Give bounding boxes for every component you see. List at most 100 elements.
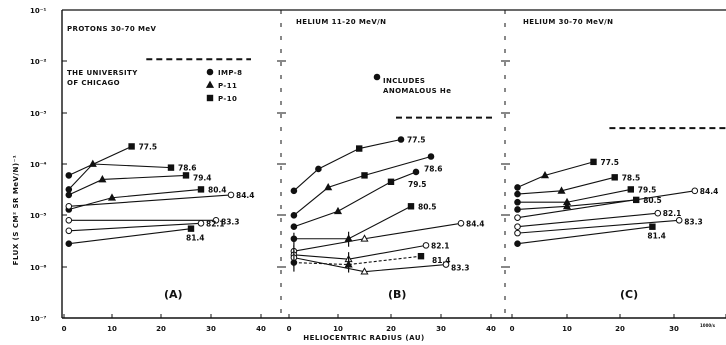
circle-marker bbox=[373, 73, 381, 81]
y-tick-label: 10⁻⁵ bbox=[30, 212, 47, 220]
square-marker bbox=[627, 186, 634, 193]
triangle-marker bbox=[98, 175, 107, 183]
series-year-label: 79.4 bbox=[193, 173, 212, 182]
square-marker bbox=[356, 145, 363, 152]
legend-label: IMP-8 bbox=[218, 69, 242, 77]
y-tick-label: 10⁻⁶ bbox=[30, 264, 47, 272]
series-year-label: 82.1 bbox=[206, 219, 225, 228]
y-tick-label: 10⁻¹ bbox=[30, 7, 47, 15]
circle-marker bbox=[675, 217, 683, 224]
corner-note: 1000/s bbox=[700, 323, 716, 328]
circle-marker bbox=[514, 184, 521, 191]
circle-marker bbox=[65, 227, 73, 235]
circle-marker bbox=[691, 187, 699, 195]
circle-marker bbox=[65, 217, 73, 224]
x-tick-label: 20 bbox=[156, 325, 166, 333]
series-83-3: 83.3 bbox=[290, 251, 470, 275]
series-line bbox=[517, 219, 680, 234]
x-tick-label: 0 bbox=[62, 325, 67, 333]
series-year-label: 80.5 bbox=[418, 202, 437, 211]
series-79-4: 79.4 bbox=[65, 172, 212, 199]
circle-marker bbox=[290, 187, 298, 195]
series-78-6: 78.6 bbox=[65, 159, 197, 193]
square-marker bbox=[197, 186, 205, 193]
series-year-label: 77.5 bbox=[601, 158, 620, 167]
panel-annotations: PROTONS 30-70 MeV (A) THE UNIVERSITY OF CHI… bbox=[67, 18, 726, 301]
circle-marker bbox=[65, 186, 73, 193]
x-tick-label: 30 bbox=[669, 325, 679, 333]
series-year-label: 79.5 bbox=[638, 185, 657, 194]
y-axis-title: FLUX (S CM² SR MeV/N)⁻¹ bbox=[12, 155, 20, 266]
series-year-label: 80.4 bbox=[208, 185, 227, 194]
square-marker bbox=[417, 252, 425, 260]
panel-letter: (A) bbox=[164, 288, 183, 301]
series-81-4: 81.4 bbox=[65, 225, 205, 248]
panel-note: OF CHICAGO bbox=[67, 79, 120, 87]
circle-marker bbox=[422, 242, 430, 249]
series-78-5: 78.5 bbox=[514, 173, 640, 198]
circle-marker bbox=[65, 240, 73, 248]
triangle-marker bbox=[205, 80, 215, 88]
triangle-marker bbox=[107, 193, 117, 201]
series-year-label: 78.6 bbox=[178, 164, 197, 173]
circle-marker bbox=[514, 214, 521, 221]
circle-marker bbox=[514, 206, 521, 213]
circle-marker bbox=[514, 229, 521, 237]
series-year-label: 83.3 bbox=[451, 264, 470, 273]
x-tick-label: 10 bbox=[107, 325, 117, 333]
series-year-label: 84.4 bbox=[236, 191, 255, 200]
data-series: 77.578.679.480.484.483.382.181.477.578.6… bbox=[65, 136, 718, 275]
square-marker bbox=[611, 174, 618, 181]
panel-note: THE UNIVERSITY bbox=[67, 69, 138, 77]
y-tick-label: 10⁻² bbox=[30, 58, 47, 66]
series-83-3: 83.3 bbox=[65, 217, 240, 226]
series-77-5: 77.5 bbox=[290, 136, 426, 195]
x-tick-label: 20 bbox=[615, 325, 625, 333]
square-marker bbox=[407, 203, 415, 210]
series-line bbox=[293, 171, 417, 228]
series-79-5: 79.5 bbox=[290, 168, 427, 231]
triangle-marker bbox=[562, 201, 572, 210]
series-year-label: 81.4 bbox=[186, 234, 205, 243]
triangle-marker bbox=[333, 206, 343, 215]
series-84-4: 84.4 bbox=[290, 219, 485, 261]
series-year-label: 82.1 bbox=[431, 241, 450, 250]
square-marker bbox=[361, 172, 368, 179]
x-tick-label: 40 bbox=[256, 325, 266, 333]
series-line bbox=[293, 138, 402, 192]
circle-marker bbox=[427, 153, 435, 160]
series-line bbox=[293, 257, 447, 273]
series-year-label: 83.3 bbox=[684, 217, 703, 226]
circle-marker bbox=[514, 240, 521, 248]
x-tick-label: 10 bbox=[333, 325, 343, 333]
x-tick-label: 30 bbox=[206, 325, 216, 333]
triangle-marker bbox=[360, 267, 369, 275]
triangle-marker bbox=[557, 186, 566, 194]
series-line bbox=[68, 145, 132, 176]
panel-title: HELIUM 30-70 MeV/N bbox=[523, 18, 613, 26]
circle-marker bbox=[315, 165, 322, 173]
axis-ticks: 10⁻¹ 10⁻² 10⁻³ 10⁻⁴ 10⁻⁵ 10⁻⁶ 10⁻⁷ 0 10 20 30 40 0 10… bbox=[30, 7, 726, 333]
x-tick-label: 30 bbox=[436, 325, 446, 333]
series-77-5: 77.5 bbox=[65, 142, 157, 179]
circle-marker bbox=[227, 191, 235, 199]
panel-letter: (B) bbox=[388, 288, 406, 301]
x-tick-label: 20 bbox=[386, 325, 396, 333]
circle-marker bbox=[290, 212, 298, 219]
x-tick-label: 0 bbox=[510, 325, 515, 333]
series-year-label: 83.3 bbox=[221, 217, 240, 226]
series-84-4: 84.4 bbox=[65, 191, 255, 210]
square-marker bbox=[167, 164, 175, 171]
series-82-1: 82.1 bbox=[514, 209, 682, 231]
legend-label: P-11 bbox=[218, 82, 237, 90]
panel-title: HELIUM 11-20 MeV/N bbox=[296, 18, 386, 26]
series-year-label: 82.1 bbox=[663, 209, 682, 218]
x-tick-label: 10 bbox=[562, 325, 572, 333]
circle-marker bbox=[397, 136, 405, 143]
series-83-3: 83.3 bbox=[514, 217, 703, 237]
series-82-1: 82.1 bbox=[65, 219, 225, 235]
panel-note: INCLUDES bbox=[383, 77, 425, 85]
circle-marker bbox=[412, 168, 420, 176]
triangle-marker bbox=[360, 234, 369, 242]
